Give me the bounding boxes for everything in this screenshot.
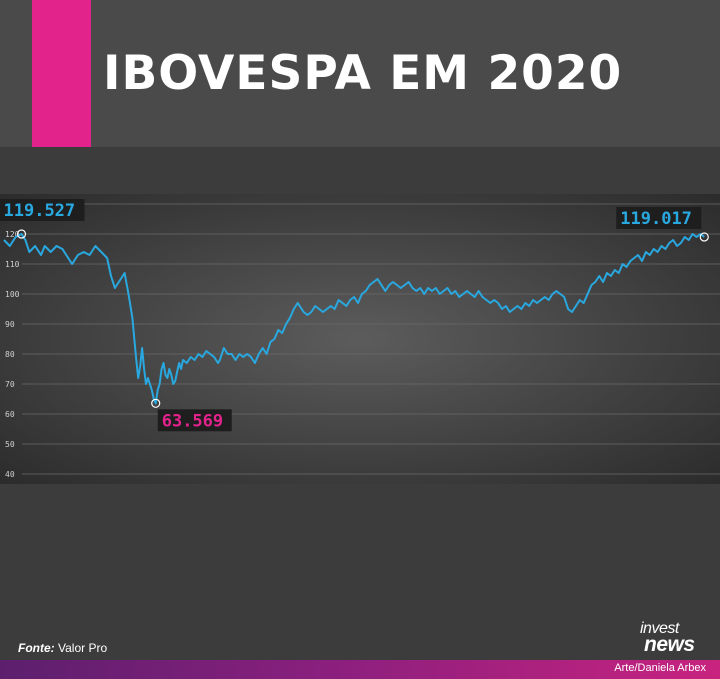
y-tick-label: 80	[5, 350, 15, 359]
source-label: Fonte:	[18, 641, 55, 655]
y-tick-label: 50	[5, 440, 15, 449]
annotation-box	[0, 199, 85, 221]
y-tick-label: 110	[5, 260, 20, 269]
header: IBOVESPA EM 2020	[0, 0, 720, 147]
accent-bar	[32, 0, 91, 147]
source-value: Valor Pro	[58, 641, 108, 655]
y-tick-label: 40	[5, 470, 15, 479]
bottom-bar: Arte/Daniela Arbex	[0, 660, 720, 679]
y-tick-label: 100	[5, 290, 20, 299]
annotation-box	[157, 409, 232, 432]
annotation-label: 119.017	[620, 209, 692, 229]
logo-line1: invest	[640, 620, 679, 637]
investnews-logo: invest news	[640, 620, 710, 656]
page-title: IBOVESPA EM 2020	[103, 46, 623, 101]
logo-line2: news	[644, 633, 695, 656]
y-tick-label: 70	[5, 380, 15, 389]
annotation-box	[616, 206, 702, 229]
annotation-marker	[16, 229, 27, 239]
series-line	[3, 233, 705, 405]
annotation-marker	[699, 232, 709, 242]
art-credit: Arte/Daniela Arbex	[614, 662, 706, 674]
y-tick-label: 90	[5, 320, 15, 329]
annotation-marker	[151, 398, 161, 408]
annotation-label: 119.527	[4, 201, 76, 221]
plot-background	[0, 194, 720, 484]
source-note: Fonte: Valor Pro	[18, 641, 107, 655]
y-tick-label: 60	[5, 410, 15, 419]
y-tick-label: 120	[5, 230, 20, 239]
line-chart: 405060708090100110120130 02/Jan02/Fev02/…	[0, 194, 720, 484]
annotation-label: 63.569	[162, 411, 223, 431]
